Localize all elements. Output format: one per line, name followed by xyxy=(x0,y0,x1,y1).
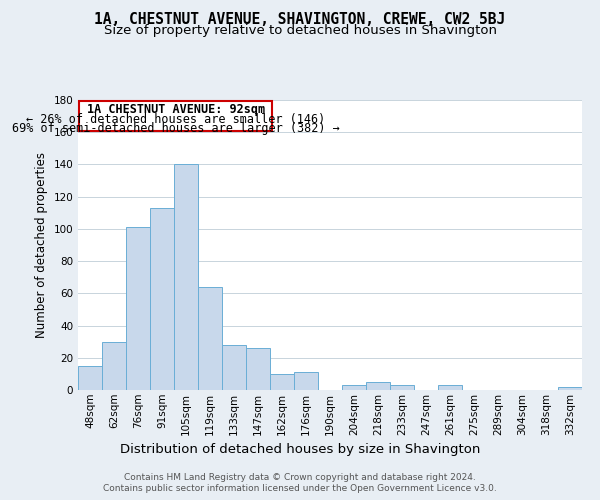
Text: 1A, CHESTNUT AVENUE, SHAVINGTON, CREWE, CW2 5BJ: 1A, CHESTNUT AVENUE, SHAVINGTON, CREWE, … xyxy=(94,12,506,28)
Bar xyxy=(198,287,222,390)
Bar xyxy=(270,374,294,390)
Text: Size of property relative to detached houses in Shavington: Size of property relative to detached ho… xyxy=(104,24,497,37)
Y-axis label: Number of detached properties: Number of detached properties xyxy=(35,152,48,338)
Bar xyxy=(246,348,270,390)
Bar xyxy=(222,345,246,390)
FancyBboxPatch shape xyxy=(79,101,272,130)
Bar xyxy=(342,385,366,390)
Bar xyxy=(150,208,174,390)
Text: 1A CHESTNUT AVENUE: 92sqm: 1A CHESTNUT AVENUE: 92sqm xyxy=(87,102,265,116)
Bar xyxy=(78,366,102,390)
Bar xyxy=(126,228,150,390)
Text: ← 26% of detached houses are smaller (146): ← 26% of detached houses are smaller (14… xyxy=(26,112,325,126)
Text: Contains HM Land Registry data © Crown copyright and database right 2024.: Contains HM Land Registry data © Crown c… xyxy=(124,474,476,482)
Text: 69% of semi-detached houses are larger (382) →: 69% of semi-detached houses are larger (… xyxy=(12,122,340,136)
Bar xyxy=(438,385,462,390)
Bar xyxy=(174,164,198,390)
Text: Distribution of detached houses by size in Shavington: Distribution of detached houses by size … xyxy=(120,442,480,456)
Bar xyxy=(390,385,414,390)
Bar xyxy=(558,387,582,390)
Bar xyxy=(366,382,390,390)
Bar xyxy=(102,342,126,390)
Text: Contains public sector information licensed under the Open Government Licence v3: Contains public sector information licen… xyxy=(103,484,497,493)
Bar xyxy=(294,372,318,390)
